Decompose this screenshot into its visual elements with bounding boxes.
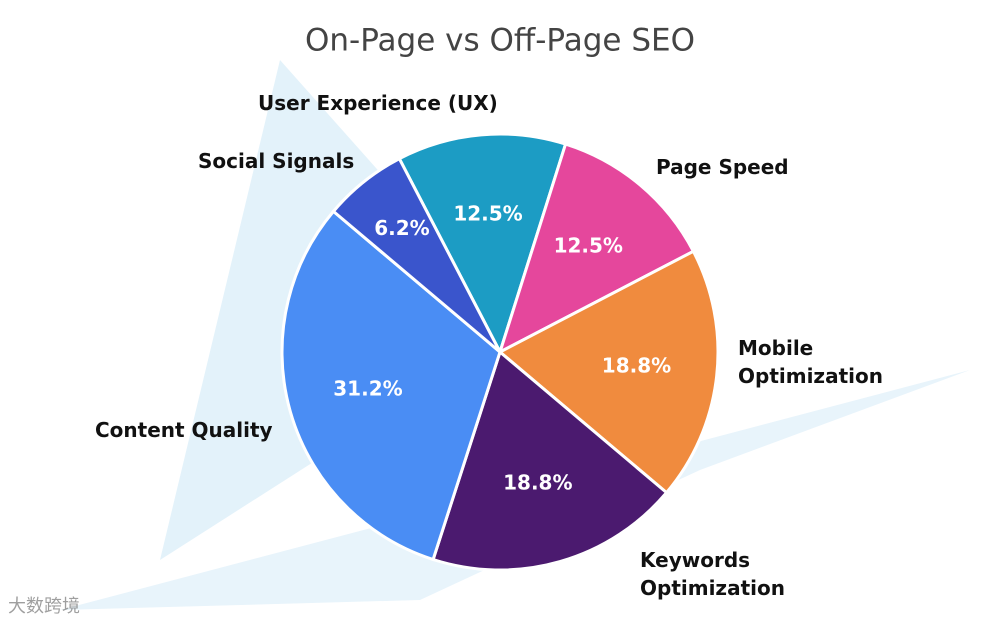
pie-slice bbox=[497, 142, 696, 356]
value-label: 18.8% bbox=[602, 354, 671, 378]
value-label: 12.5% bbox=[554, 233, 623, 257]
pie-slice bbox=[397, 132, 568, 356]
value-label: 12.5% bbox=[453, 202, 522, 226]
value-label: 6.2% bbox=[374, 216, 429, 240]
category-label: Keywords Optimization bbox=[640, 548, 785, 600]
category-label: Mobile Optimization bbox=[738, 336, 883, 388]
value-label: 31.2% bbox=[333, 376, 402, 400]
pie-slice bbox=[497, 249, 720, 495]
pie-slice bbox=[280, 209, 502, 562]
value-label: 18.8% bbox=[503, 471, 572, 495]
category-label: User Experience (UX) bbox=[258, 91, 498, 115]
category-label: Content Quality bbox=[95, 418, 273, 442]
pie-slice bbox=[431, 349, 669, 572]
category-label: Social Signals bbox=[198, 149, 355, 173]
pie-slice bbox=[331, 156, 502, 354]
chart-title: On-Page vs Off-Page SEO bbox=[305, 23, 695, 59]
category-label: Page Speed bbox=[656, 155, 789, 179]
watermark: 大数跨境 bbox=[8, 596, 80, 617]
